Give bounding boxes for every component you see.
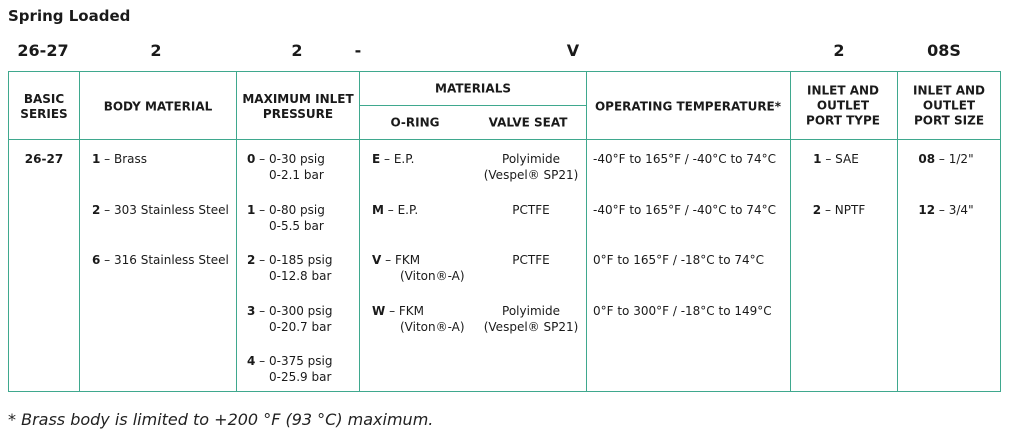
ordering-table: BASIC SERIES BODY MATERIAL MAXIMUM INLET P… xyxy=(8,71,1001,392)
temperature-range: -40°F to 165°F / -40°C to 74°C xyxy=(593,152,776,166)
port-type-option: 2 – NPTF xyxy=(812,203,866,217)
materials-subheader-divider xyxy=(359,105,587,106)
header-port-size: INLET AND OUTLET PORT SIZE xyxy=(912,83,986,128)
valve-seat-option: Polyimide (Vespel® SP21) xyxy=(483,152,579,182)
model-code-port-type: 2 xyxy=(833,41,845,60)
header-body-material: BODY MATERIAL xyxy=(103,99,213,114)
pressure-option: 1 – 0-80 psig 0-5.5 bar xyxy=(247,203,325,233)
port-size-option: 08 – 1/2" xyxy=(918,152,974,166)
col-divider xyxy=(236,72,237,391)
basic-series-value: 26-27 xyxy=(24,152,64,166)
o-ring-option: W – FKM (Viton®-A) xyxy=(372,304,465,334)
o-ring-option: E – E.P. xyxy=(372,152,415,166)
port-type-option: 1 – SAE xyxy=(813,152,859,166)
valve-seat-option: Polyimide (Vespel® SP21) xyxy=(483,304,579,334)
col-divider xyxy=(359,72,360,391)
model-code-separator: - xyxy=(354,41,362,60)
header-valve-seat: VALVE SEAT xyxy=(488,115,568,130)
pressure-option: 2 – 0-185 psig 0-12.8 bar xyxy=(247,253,333,283)
o-ring-option: M – E.P. xyxy=(372,203,419,217)
temperature-range: -40°F to 165°F / -40°C to 74°C xyxy=(593,203,776,217)
pressure-option: 4 – 0-375 psig 0-25.9 bar xyxy=(247,354,333,384)
header-divider xyxy=(9,139,1000,140)
col-divider xyxy=(897,72,898,391)
section-title: Spring Loaded xyxy=(8,7,131,25)
temperature-range: 0°F to 300°F / -18°C to 149°C xyxy=(593,304,772,318)
model-code-materials: V xyxy=(566,41,580,60)
col-divider xyxy=(79,72,80,391)
model-code-basic-series: 26-27 xyxy=(17,41,69,60)
temperature-range: 0°F to 165°F / -18°C to 74°C xyxy=(593,253,764,267)
header-max-inlet-pressure: MAXIMUM INLET PRESSURE xyxy=(242,92,354,121)
valve-seat-option: PCTFE xyxy=(512,253,550,267)
body-material-option: 6 – 316 Stainless Steel xyxy=(92,253,229,267)
model-code-max-pressure: 2 xyxy=(291,41,303,60)
pressure-option: 3 – 0-300 psig 0-20.7 bar xyxy=(247,304,333,334)
header-port-type: INLET AND OUTLET PORT TYPE xyxy=(806,83,880,128)
footnote: * Brass body is limited to +200 °F (93 °… xyxy=(8,410,434,429)
col-divider xyxy=(790,72,791,391)
model-code-port-size: 08S xyxy=(927,41,961,60)
body-material-option: 1 – Brass xyxy=(92,152,148,166)
port-size-option: 12 – 3/4" xyxy=(918,203,974,217)
header-basic-series: BASIC SERIES xyxy=(20,92,68,121)
header-materials: MATERIALS xyxy=(435,81,511,96)
o-ring-option: V – FKM (Viton®-A) xyxy=(372,253,465,283)
col-divider xyxy=(586,72,587,391)
model-code-body-material: 2 xyxy=(150,41,162,60)
valve-seat-option: PCTFE xyxy=(512,203,550,217)
pressure-option: 0 – 0-30 psig 0-2.1 bar xyxy=(247,152,325,182)
header-o-ring: O-RING xyxy=(390,115,440,130)
body-material-option: 2 – 303 Stainless Steel xyxy=(92,203,229,217)
header-operating-temperature: OPERATING TEMPERATURE* xyxy=(594,99,782,114)
